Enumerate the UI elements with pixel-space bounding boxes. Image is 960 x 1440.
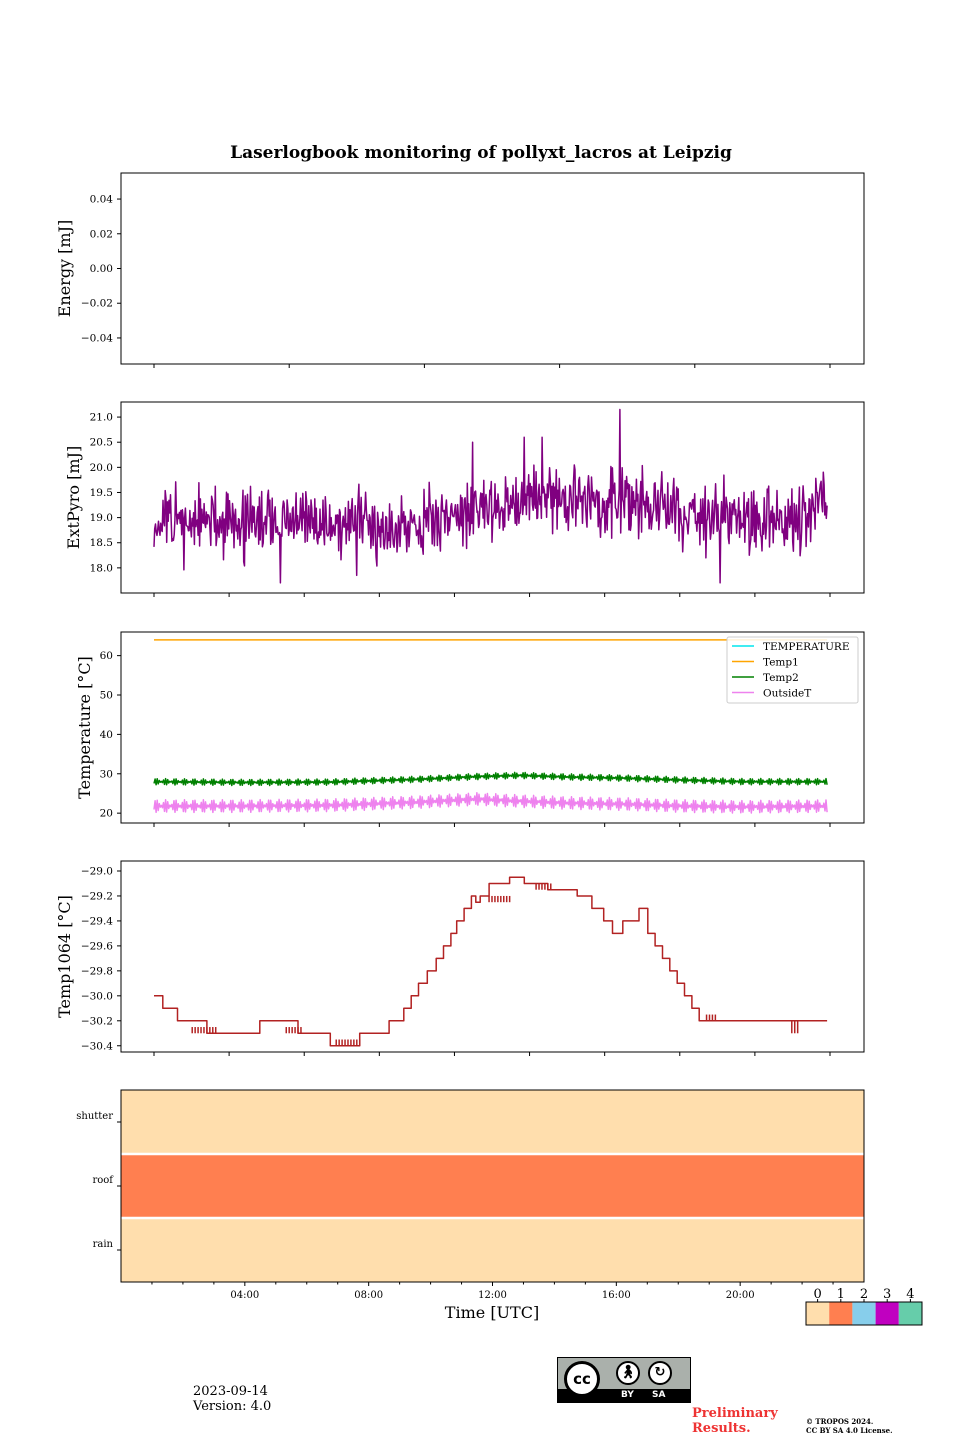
legend-label-temp1: Temp1 [763,657,799,669]
x-tick-label: 08:00 [354,1290,383,1301]
legend-label-temperature: TEMPERATURE [763,641,850,653]
row-label-rain: rain [93,1239,114,1250]
cc-by-sa-license-badge[interactable]: cc 🚶︎ ↻ BY SA [557,1357,691,1403]
colorbar-label-3: 3 [883,1287,891,1302]
legend-label-outsidet: OutsideT [763,688,811,700]
date-label: 2023-09-14 [193,1384,268,1399]
y-tick-label: 19.0 [90,512,113,524]
y-axis-label: ExtPyro [mJ] [64,446,83,549]
colorbar-swatch-4 [898,1302,922,1325]
y-tick-label: −29.0 [81,865,113,877]
panel-1: 0.04 0.02 0.00 −0.02 −0.04 Energy [mJ] [55,172,865,368]
x-tick-label: 12:00 [478,1290,507,1301]
license-line: CC BY SA 4.0 License. [806,1426,893,1435]
plot-area [120,172,865,365]
x-axis-label: Time [UTC] [445,1303,539,1322]
y-tick-label: 20.5 [90,437,113,449]
y-tick-label: 50 [100,690,113,702]
y-tick-label: 18.0 [90,562,113,574]
colorbar-label-4: 4 [906,1287,914,1302]
y-tick-label: −29.6 [81,940,113,952]
panel-5: shutter roof rain 04:00 08:00 12:00 16:00 20:00… [76,1089,923,1326]
y-tick-label: −30.4 [81,1040,113,1052]
panel-2: 21.0 20.5 20.0 19.5 19.0 18.5 18.0 ExtPyro [mJ] [64,401,865,597]
y-tick-label: 40 [100,729,113,741]
preliminary-results-label: Preliminary Results. [692,1406,778,1436]
share-alike-icon: ↻ [648,1361,672,1385]
row-label-shutter: shutter [76,1111,113,1122]
x-tick-label: 04:00 [230,1290,259,1301]
y-tick-label: −0.04 [81,332,113,344]
colorbar-label-2: 2 [860,1287,868,1302]
status-row-rain [121,1218,864,1282]
copyright-line: © TROPOS 2024. [806,1417,874,1426]
panel-3: 60 50 40 30 20 Temperature [°C] TEMPERATURE Tem… [75,631,865,827]
cc-icon: cc [564,1361,600,1397]
y-tick-label: −30.0 [81,990,113,1002]
y-tick-label: 20.0 [90,462,113,474]
colorbar-label-0: 0 [813,1287,821,1302]
y-tick-label: −29.2 [81,890,113,902]
y-axis-label: Temp1064 [°C] [55,895,74,1018]
colorbar-swatch-0 [806,1302,830,1325]
y-tick-label: −29.8 [81,965,113,977]
attribution-icon: 🚶︎ [616,1361,640,1385]
y-tick-label: 18.5 [90,537,113,549]
series-line-outsidet [153,792,828,814]
colorbar-swatch-3 [875,1302,899,1325]
y-tick-label: −0.02 [81,298,113,310]
figure-title: Laserlogbook monitoring of pollyxt_lacro… [230,143,732,163]
legend-label-temp2: Temp2 [763,672,799,684]
copyright-notice: © TROPOS 2024. CC BY SA 4.0 License. [806,1417,893,1435]
status-row-shutter [121,1090,864,1154]
plot-area [120,401,865,594]
version-label: Version: 4.0 [193,1399,272,1414]
x-tick-label: 20:00 [726,1290,755,1301]
y-tick-label: 19.5 [90,487,113,499]
y-tick-label: 0.00 [90,263,113,275]
y-axis-label: Temperature [°C] [75,656,94,799]
y-tick-label: 20 [100,808,113,820]
badge-by-text: BY [621,1390,634,1400]
y-tick-label: 60 [100,650,113,662]
series-line-temp2 [153,771,828,787]
y-tick-label: 21.0 [90,412,113,424]
row-label-roof: roof [92,1175,114,1186]
y-tick-label: −29.4 [81,915,113,927]
legend-box [726,636,859,704]
colorbar-swatch-1 [829,1302,853,1325]
status-row-roof [121,1154,864,1218]
y-tick-label: 30 [100,768,113,780]
x-tick-label: 16:00 [602,1290,631,1301]
y-tick-label: 0.04 [90,194,114,206]
plot-area [120,860,865,1053]
series-line-0 [153,408,828,584]
y-axis-label: Energy [mJ] [55,220,74,318]
colorbar-label-1: 1 [837,1287,845,1302]
y-tick-label: −30.2 [81,1015,113,1027]
badge-sa-text: SA [652,1390,666,1400]
panel-4: −29.0 −29.2 −29.4 −29.6 −29.8 −30.0 −30.2 −30.4… [55,860,865,1056]
colorbar-swatch-2 [852,1302,876,1325]
y-tick-label: 0.02 [90,228,113,240]
